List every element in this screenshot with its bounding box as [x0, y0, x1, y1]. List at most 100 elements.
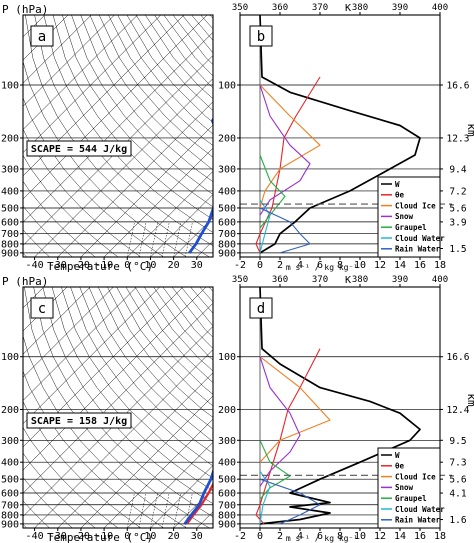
x-tick-label: -20 — [72, 260, 90, 271]
y-tick-label: 800 — [1, 510, 19, 521]
x-tick-label: 20 — [168, 531, 180, 542]
dry-adiabat — [61, 287, 213, 479]
legend-entry: Snow — [395, 483, 414, 492]
x-tick-label: 14 — [394, 531, 406, 542]
dry-adiabat — [25, 15, 210, 257]
panel-label: c — [38, 301, 46, 317]
y-tick-label: 900 — [218, 248, 236, 259]
dry-adiabat — [23, 128, 142, 257]
y-tick-label: 600 — [218, 489, 236, 500]
top-tick-label: 350 — [232, 275, 248, 285]
legend-entry: Rain Water — [395, 245, 441, 254]
isotherm-line — [34, 78, 213, 257]
km-tick-label: 4.1 — [449, 489, 466, 500]
mixing-ratio-line — [150, 221, 158, 257]
k-label-bottom: K — [345, 275, 351, 286]
legend-entry: Rain Water — [395, 516, 441, 525]
x-tick-label: -10 — [95, 531, 113, 542]
isotherm-line — [23, 287, 207, 471]
y-tick-label: 500 — [1, 203, 19, 214]
top-tick-label: 390 — [392, 3, 408, 13]
y-tick-label: 100 — [218, 352, 236, 363]
isotherm-line — [23, 15, 208, 200]
isotherm-line — [150, 194, 213, 257]
temperature-label-bottom: Temperature (°C) — [47, 531, 153, 543]
dry-adiabat — [23, 427, 119, 528]
top-tick-label: 370 — [312, 3, 328, 13]
panel-label-box — [249, 297, 273, 319]
series-line-cloud-ice — [259, 84, 321, 209]
x-tick-label: -40 — [26, 260, 44, 271]
isotherm-line — [23, 15, 185, 177]
dry-adiabat — [23, 229, 50, 257]
y-tick-label: 300 — [218, 164, 236, 175]
km-tick-label: 5.6 — [449, 475, 466, 486]
y-tick-label: 900 — [218, 519, 236, 530]
scape-box — [26, 140, 132, 157]
km-tick-label: 5.6 — [449, 203, 466, 214]
y-tick-label: 400 — [1, 186, 19, 197]
y-tick-label: 200 — [1, 405, 19, 416]
legend-entry: W — [395, 451, 400, 460]
dry-adiabat — [79, 287, 213, 454]
x-tick-label: 10 — [354, 531, 366, 542]
series-line-cloud-water — [259, 199, 271, 254]
y-tick-label: 400 — [218, 458, 236, 469]
isotherm-line — [57, 372, 213, 528]
x-tick-label: 30 — [191, 531, 203, 542]
isotherm-line — [23, 15, 69, 61]
x-tick-label: -2 — [234, 260, 246, 271]
isotherm-line — [23, 287, 68, 332]
dry-adiabat — [98, 15, 213, 158]
panel-label-box — [30, 25, 54, 47]
legend-entry: W — [395, 180, 400, 189]
isotherm-line — [23, 15, 138, 130]
dry-adiabat — [125, 287, 213, 395]
y-tick-label: 900 — [1, 519, 19, 530]
panel-label: d — [257, 301, 265, 317]
y-tick-label: 900 — [1, 248, 19, 259]
y-tick-label: 300 — [218, 436, 236, 447]
top-tick-label: 390 — [392, 275, 408, 285]
dry-adiabat — [154, 15, 213, 89]
x-tick-label: 0 — [257, 531, 263, 542]
y-tick-label: 800 — [218, 510, 236, 521]
series-line-rain-water — [259, 478, 321, 525]
series-line-graupel — [259, 154, 286, 229]
y-tick-label: 700 — [218, 500, 236, 511]
x-tick-label: 10 — [354, 260, 366, 271]
x-tick-label: 10 — [144, 260, 156, 271]
y-tick-label: 700 — [1, 500, 19, 511]
y-tick-label: 200 — [1, 133, 19, 144]
scape-annotation: SCAPE = 158 J/kg — [31, 416, 127, 427]
legend-entry: Cloud Water — [395, 505, 445, 514]
y-tick-label: 200 — [218, 133, 236, 144]
x-tick-label: 14 — [394, 260, 406, 271]
dry-adiabat — [52, 15, 213, 220]
y-tick-label: 300 — [1, 164, 19, 175]
dry-adiabat — [23, 180, 96, 257]
dry-adiabat — [70, 287, 213, 467]
x-tick-label: 8 — [337, 531, 343, 542]
legend-entry: θe — [395, 191, 405, 200]
mixing-ratio-line — [173, 221, 182, 257]
units-label-bottom: m s⁻¹ / kg kg⁻¹ — [286, 534, 358, 543]
x-tick-label: 2 — [277, 531, 283, 542]
isotherm-line — [103, 418, 213, 528]
profile-plot-b — [240, 15, 440, 257]
y-tick-label: 600 — [1, 217, 19, 228]
km-label-top: km — [465, 123, 474, 137]
isotherm-line — [103, 147, 213, 257]
isotherm-line — [23, 15, 92, 84]
dry-adiabat — [23, 154, 119, 257]
y-tick-label: 200 — [218, 405, 236, 416]
dry-adiabat — [23, 400, 142, 528]
isotherm-line — [23, 287, 184, 448]
x-tick-label: 18 — [434, 531, 446, 542]
top-tick-label: 360 — [272, 275, 288, 285]
dry-adiabat — [107, 287, 213, 418]
series-line-graupel — [259, 440, 291, 500]
legend-entry: Snow — [395, 212, 414, 221]
y-tick-label: 500 — [1, 475, 19, 486]
